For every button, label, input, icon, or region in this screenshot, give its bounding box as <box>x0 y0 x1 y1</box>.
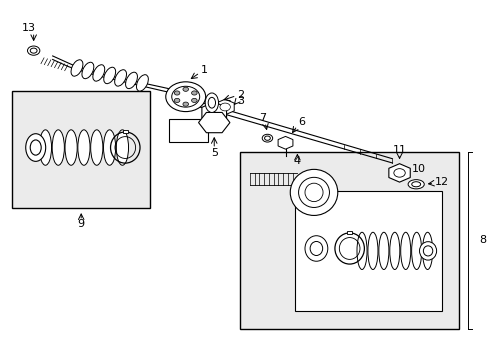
Ellipse shape <box>264 136 270 140</box>
Ellipse shape <box>103 67 115 84</box>
Text: 2: 2 <box>236 90 244 100</box>
Text: 6: 6 <box>298 117 305 127</box>
Circle shape <box>174 98 180 103</box>
Ellipse shape <box>423 246 432 256</box>
Ellipse shape <box>422 232 432 270</box>
Ellipse shape <box>419 242 436 260</box>
Ellipse shape <box>356 232 366 270</box>
Ellipse shape <box>262 134 272 142</box>
Circle shape <box>393 168 405 177</box>
Text: 1: 1 <box>201 65 208 75</box>
Ellipse shape <box>305 236 327 261</box>
Ellipse shape <box>65 130 77 165</box>
Text: 11: 11 <box>392 145 406 155</box>
Ellipse shape <box>367 232 377 270</box>
Ellipse shape <box>378 232 388 270</box>
Ellipse shape <box>205 93 218 112</box>
Circle shape <box>183 87 188 91</box>
Ellipse shape <box>93 65 104 81</box>
Ellipse shape <box>116 130 128 165</box>
Text: 12: 12 <box>434 177 448 188</box>
Ellipse shape <box>389 232 399 270</box>
Text: 7: 7 <box>259 113 266 123</box>
Ellipse shape <box>136 75 148 91</box>
Bar <box>240 152 458 329</box>
Text: 5: 5 <box>210 148 217 158</box>
Text: 10: 10 <box>411 165 425 174</box>
Circle shape <box>220 103 230 111</box>
FancyBboxPatch shape <box>168 119 207 142</box>
Circle shape <box>183 102 188 106</box>
Ellipse shape <box>52 130 64 165</box>
Ellipse shape <box>298 177 329 207</box>
Ellipse shape <box>290 169 337 215</box>
Ellipse shape <box>305 183 323 202</box>
Ellipse shape <box>411 232 421 270</box>
Ellipse shape <box>27 46 40 55</box>
Ellipse shape <box>26 134 45 161</box>
Ellipse shape <box>400 232 410 270</box>
Circle shape <box>191 98 197 103</box>
Bar <box>346 231 351 234</box>
Ellipse shape <box>407 180 424 189</box>
Ellipse shape <box>208 97 215 108</box>
Ellipse shape <box>82 62 94 79</box>
Circle shape <box>191 91 197 95</box>
Text: 4: 4 <box>293 156 300 166</box>
Ellipse shape <box>125 72 137 89</box>
Text: 9: 9 <box>78 219 84 229</box>
Bar <box>294 191 442 311</box>
Ellipse shape <box>30 48 37 53</box>
Ellipse shape <box>309 242 322 256</box>
Ellipse shape <box>30 140 41 155</box>
Ellipse shape <box>90 130 102 165</box>
Ellipse shape <box>411 182 420 187</box>
Ellipse shape <box>71 60 83 76</box>
Ellipse shape <box>103 130 116 165</box>
Text: 3: 3 <box>236 96 244 106</box>
Text: 8: 8 <box>478 235 486 245</box>
Circle shape <box>174 91 180 95</box>
Bar <box>12 91 150 208</box>
Circle shape <box>171 86 199 107</box>
Ellipse shape <box>114 70 126 86</box>
Bar <box>122 130 127 134</box>
Ellipse shape <box>78 130 90 165</box>
Text: 13: 13 <box>22 23 36 33</box>
Circle shape <box>165 82 205 112</box>
Ellipse shape <box>39 130 51 165</box>
